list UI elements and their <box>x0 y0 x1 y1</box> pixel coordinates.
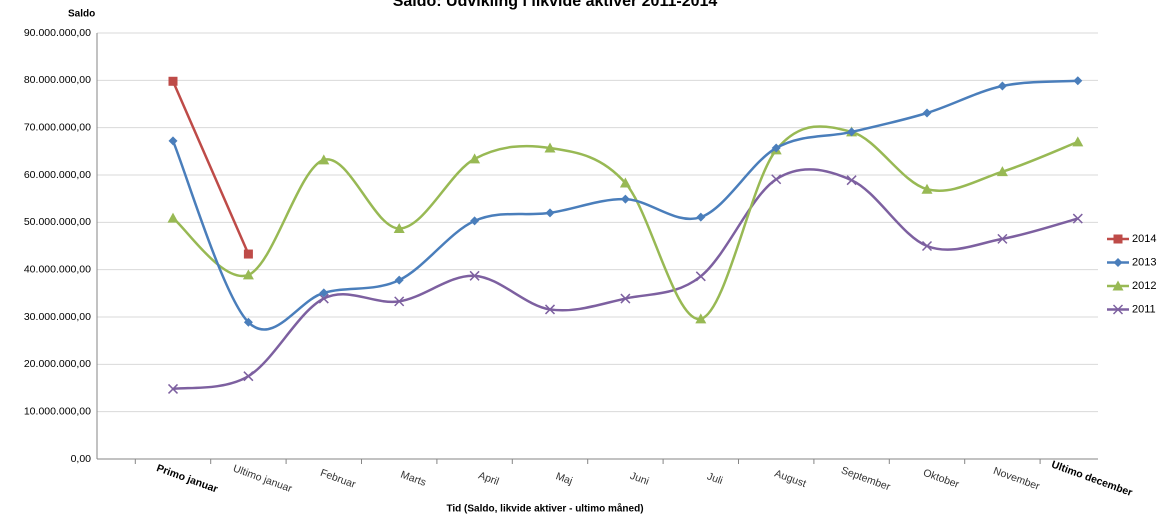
y-tick-label: 0,00 <box>71 453 92 465</box>
marker <box>846 175 857 186</box>
marker <box>921 240 933 252</box>
series-line <box>171 79 1078 331</box>
marker <box>696 212 706 222</box>
x-tick-label: August <box>773 468 808 490</box>
marker <box>167 383 179 394</box>
y-tick-label: 10.000.000,00 <box>24 405 91 417</box>
marker <box>1073 76 1083 86</box>
marker <box>469 153 481 164</box>
x-tick-label: Marts <box>399 469 428 489</box>
marker <box>921 183 933 194</box>
marker <box>1072 136 1084 147</box>
marker <box>1072 213 1083 224</box>
marker <box>771 143 781 153</box>
marker <box>393 222 405 233</box>
marker <box>319 288 329 298</box>
marker <box>619 177 631 188</box>
marker <box>620 293 631 304</box>
series-line <box>171 80 250 255</box>
x-tick-label: November <box>992 465 1042 493</box>
legend-label: 2011 <box>1132 303 1156 315</box>
marker <box>168 76 178 86</box>
x-axis-label: Tid (Saldo, likvide aktiver - ultimo mån… <box>446 503 643 515</box>
marker <box>771 174 782 185</box>
marker <box>847 127 857 137</box>
x-tick-label: Maj <box>554 470 574 487</box>
marker <box>695 271 706 282</box>
marker <box>1112 280 1124 291</box>
marker <box>996 166 1008 177</box>
x-tick-label: Ultimo januar <box>231 463 294 496</box>
y-tick-label: 80.000.000,00 <box>24 74 91 86</box>
x-tick-label: Primo januar <box>155 462 219 495</box>
marker <box>167 212 179 223</box>
marker <box>394 275 404 285</box>
y-tick-label: 20.000.000,00 <box>24 358 91 370</box>
marker <box>544 304 556 315</box>
y-tick-label: 70.000.000,00 <box>24 121 91 133</box>
marker <box>1112 304 1124 315</box>
marker <box>545 208 555 218</box>
y-tick-label: 60.000.000,00 <box>24 169 91 181</box>
marker <box>242 269 254 280</box>
y-tick-label: 40.000.000,00 <box>24 263 91 275</box>
legend-label: 2012 <box>1132 280 1156 292</box>
marker <box>243 317 253 327</box>
marker <box>243 249 253 259</box>
x-tick-label: April <box>477 470 501 488</box>
y-tick-label: 50.000.000,00 <box>24 216 91 228</box>
x-tick-label: Ultimo december <box>1050 459 1134 499</box>
marker <box>544 142 556 153</box>
chart-title: Saldo: Udvikling i likvide aktiver 2011-… <box>393 0 718 10</box>
marker <box>997 233 1008 244</box>
marker <box>469 270 480 281</box>
marker <box>1113 234 1123 244</box>
y-tick-label: 90.000.000,00 <box>24 27 91 39</box>
legend-label: 2013 <box>1132 256 1156 268</box>
marker <box>922 108 932 118</box>
x-tick-label: Juli <box>705 470 724 487</box>
legend-label: 2014 <box>1132 233 1156 245</box>
x-tick-label: September <box>839 464 892 493</box>
marker <box>1113 258 1123 267</box>
y-tick-label: 30.000.000,00 <box>24 311 91 323</box>
y-axis-label: Saldo <box>68 9 95 20</box>
marker <box>997 81 1007 91</box>
x-tick-label: Februar <box>319 467 358 491</box>
marker <box>318 293 329 304</box>
marker <box>243 371 254 382</box>
marker <box>168 136 178 146</box>
marker <box>695 313 707 324</box>
marker <box>620 194 630 204</box>
x-tick-label: Juni <box>628 470 650 488</box>
x-tick-label: Oktober <box>921 467 961 491</box>
marker <box>318 154 330 165</box>
marker <box>470 216 480 226</box>
marker <box>394 296 405 307</box>
